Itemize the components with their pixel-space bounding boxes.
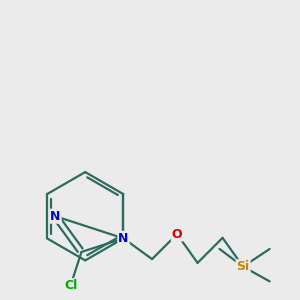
Text: N: N	[50, 210, 61, 223]
Text: O: O	[172, 228, 182, 241]
Text: Si: Si	[236, 260, 250, 273]
Text: Cl: Cl	[64, 279, 77, 292]
Text: N: N	[118, 232, 129, 245]
